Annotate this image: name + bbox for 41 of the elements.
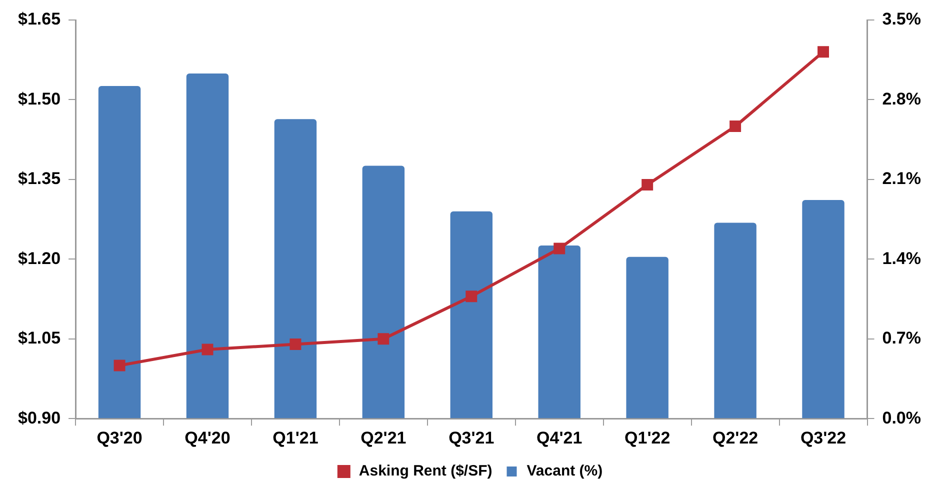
x-tick-label: Q4'20 <box>184 428 230 448</box>
bar <box>362 166 405 418</box>
bar <box>626 256 668 418</box>
point <box>818 46 830 58</box>
point <box>378 333 390 345</box>
y-tick-label: $1.05 <box>18 328 61 348</box>
legend-label: Asking Rent ($/SF) <box>358 462 492 480</box>
x-tick-label: Q3'21 <box>448 428 494 448</box>
point <box>554 242 566 254</box>
y-tick-label: $1.35 <box>18 169 61 188</box>
bar <box>714 222 756 418</box>
point <box>290 338 302 350</box>
x-tick-label: Q4'21 <box>536 428 582 448</box>
y2-tick-label: 3.5% <box>882 10 921 29</box>
bar <box>802 200 844 418</box>
bar <box>98 86 141 418</box>
point <box>730 120 742 132</box>
legend-label: Vacant (%) <box>526 462 603 480</box>
x-tick-label: Q1'21 <box>272 428 318 448</box>
bar <box>186 74 229 418</box>
bar <box>274 119 317 418</box>
x-tick-label: Q3'22 <box>800 428 846 448</box>
x-tick-label: Q2'22 <box>712 428 758 448</box>
y2-tick-label: 0.0% <box>882 408 921 428</box>
bar <box>450 211 493 418</box>
y2-tick-label: 2.8% <box>882 89 921 108</box>
x-tick-label: Q1'22 <box>624 428 670 448</box>
y-tick-label: $1.50 <box>18 89 61 108</box>
point <box>642 179 654 190</box>
y2-tick-label: 0.7% <box>882 328 921 348</box>
point <box>466 290 478 302</box>
y-tick-label: $1.65 <box>18 10 61 29</box>
y-tick-label: $1.20 <box>18 248 61 268</box>
x-tick-label: Q2'21 <box>360 428 406 448</box>
bar <box>538 245 580 418</box>
y2-tick-label: 1.4% <box>882 248 921 268</box>
y-tick-label: $0.90 <box>18 408 61 428</box>
point <box>202 344 214 356</box>
y2-tick-label: 2.1% <box>882 169 921 188</box>
x-tick-label: Q3'20 <box>96 428 142 448</box>
point <box>114 360 126 372</box>
